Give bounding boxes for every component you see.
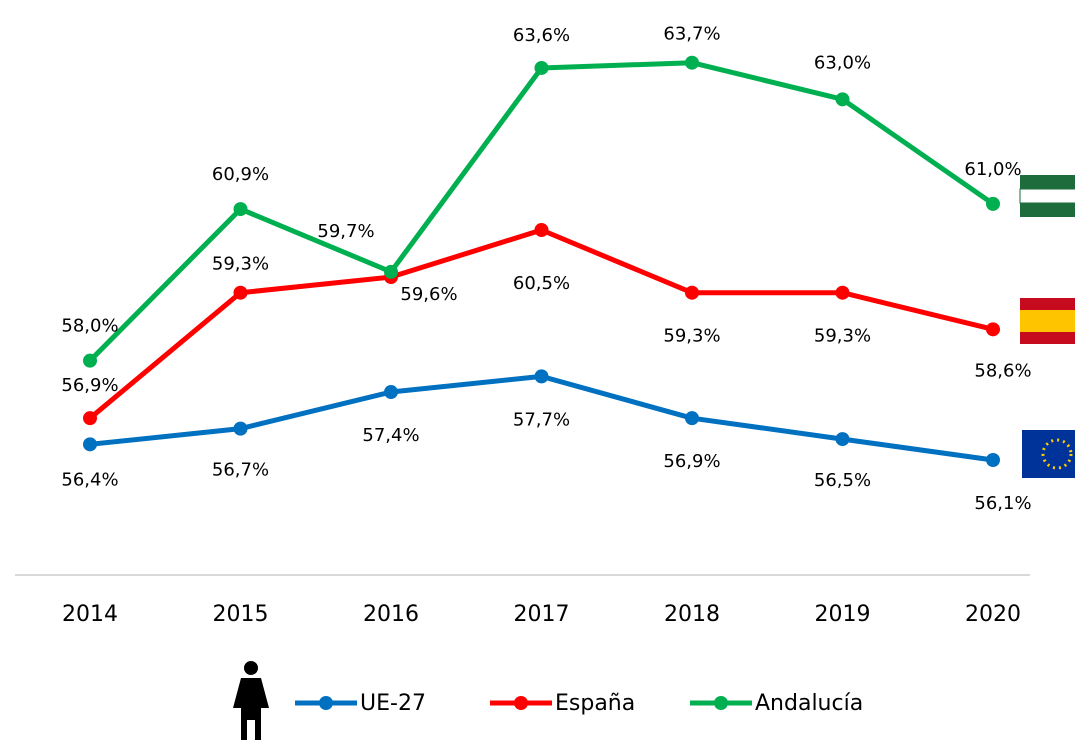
data-label: 56,5%	[814, 470, 871, 491]
x-tick-label: 2014	[62, 602, 118, 627]
point	[685, 55, 699, 70]
point	[685, 285, 699, 300]
point	[83, 411, 97, 426]
legend-dot	[714, 696, 728, 710]
data-label: 63,0%	[814, 52, 871, 73]
data-label: 59,7%	[317, 221, 374, 242]
point	[534, 223, 549, 237]
point	[83, 437, 97, 452]
point	[986, 322, 1000, 337]
data-label: 58,6%	[974, 360, 1031, 381]
point	[835, 92, 850, 107]
data-label: 57,4%	[362, 425, 419, 446]
point	[233, 421, 248, 436]
legend-dot	[319, 696, 333, 710]
data-label: 63,7%	[663, 24, 720, 45]
data-label: 59,6%	[400, 284, 457, 305]
point	[534, 369, 549, 384]
point	[384, 264, 398, 279]
data-label: 60,5%	[513, 273, 570, 294]
legend-label: UE-27	[360, 691, 426, 716]
x-tick-label: 2017	[514, 602, 570, 627]
x-tick-label: 2020	[965, 602, 1021, 627]
legend-icon	[233, 661, 269, 740]
point	[83, 353, 97, 368]
x-tick-label: 2019	[815, 602, 871, 627]
legend-dot	[514, 696, 528, 710]
point	[986, 453, 1000, 467]
point	[384, 385, 398, 400]
point	[835, 432, 850, 447]
series-line	[88, 60, 995, 363]
point	[233, 202, 248, 217]
data-label: 60,9%	[212, 164, 269, 185]
x-tick-label: 2018	[664, 602, 720, 627]
point	[534, 60, 549, 75]
point	[835, 285, 850, 300]
data-label: 57,7%	[513, 409, 570, 430]
point	[233, 285, 248, 300]
data-label: 63,6%	[513, 25, 570, 46]
data-label: 56,1%	[974, 493, 1031, 514]
flag-spain	[1020, 298, 1075, 344]
data-label: 56,9%	[61, 375, 118, 396]
point	[685, 411, 699, 426]
flag-eu	[1022, 430, 1075, 478]
data-label: 59,3%	[663, 326, 720, 347]
x-tick-label: 2015	[213, 602, 269, 627]
x-tick-label: 2016	[363, 602, 419, 627]
data-label: 61,0%	[964, 159, 1021, 180]
flag-andalucia	[1019, 175, 1075, 217]
data-label: 56,4%	[61, 469, 118, 490]
legend-label: Andalucía	[755, 691, 863, 716]
data-label: 56,9%	[663, 451, 720, 472]
data-label: 56,7%	[212, 460, 269, 481]
legend-label: España	[555, 691, 635, 716]
point	[986, 196, 1000, 211]
data-label: 58,0%	[61, 316, 118, 337]
data-label: 59,3%	[814, 326, 871, 347]
data-label: 59,3%	[212, 254, 269, 275]
